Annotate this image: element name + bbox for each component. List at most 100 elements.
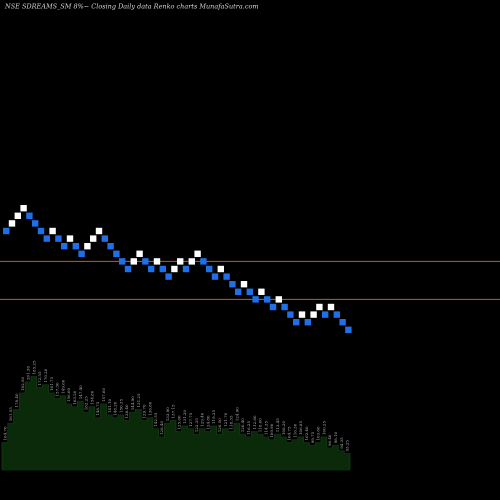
volume-label: 144.90 xyxy=(130,396,135,410)
volume-bar xyxy=(298,437,304,470)
volume-bar xyxy=(257,434,263,470)
volume-label: 100.25 xyxy=(321,421,326,435)
volume-label: 93.25 xyxy=(345,440,350,452)
volume-label: 96.40 xyxy=(327,434,332,446)
volume-label: 150.35 xyxy=(118,399,123,413)
renko-brick-down xyxy=(119,258,126,265)
volume-label: 142.55 xyxy=(153,412,158,426)
renko-brick-up xyxy=(258,288,265,295)
volume-bar xyxy=(83,412,89,470)
volume-bar xyxy=(164,423,170,470)
volume-bar xyxy=(344,453,350,470)
renko-brick-up xyxy=(130,258,137,265)
volume-bar xyxy=(228,431,234,470)
volume-label: 128.40 xyxy=(159,421,164,435)
volume-label: 118.60 xyxy=(258,418,263,432)
volume-bar xyxy=(263,437,269,470)
volume-label: 129.70 xyxy=(142,404,147,418)
renko-brick-down xyxy=(229,281,236,288)
renko-brick-down xyxy=(107,243,114,250)
renko-brick-down xyxy=(26,212,33,219)
renko-brick-down xyxy=(148,265,155,273)
renko-brick-up xyxy=(8,220,16,227)
renko-brick-down xyxy=(200,258,207,265)
renko-brick-down xyxy=(206,265,213,273)
volume-bar xyxy=(25,382,31,470)
volume-bar xyxy=(275,434,280,470)
renko-bricks xyxy=(3,205,352,333)
reference-lines xyxy=(0,260,500,300)
volume-bar xyxy=(222,428,228,470)
volume-bar xyxy=(217,434,222,470)
volume-label: 149.60 xyxy=(60,379,65,393)
renko-brick-down xyxy=(287,311,294,318)
volume-label: 98.10 xyxy=(333,431,338,443)
volume-bar xyxy=(37,387,43,470)
volume-label: 138.40 xyxy=(124,404,129,418)
renko-brick-up xyxy=(327,303,335,311)
volume-label: 161.55 xyxy=(8,407,13,421)
volume-bar xyxy=(8,423,14,470)
renko-brick-down xyxy=(142,258,149,265)
volume-label: 106.85 xyxy=(298,421,303,435)
volume-bar xyxy=(43,384,48,470)
renko-brick-down xyxy=(246,288,253,295)
renko-brick-down xyxy=(339,319,346,326)
renko-brick-up xyxy=(298,311,306,318)
volume-bar xyxy=(147,417,153,470)
volume-label: 116.25 xyxy=(246,421,251,435)
volume-bar xyxy=(321,437,327,470)
volume-bar xyxy=(182,426,188,470)
volume-bar xyxy=(286,442,292,470)
volume-label: 109.90 xyxy=(269,423,274,437)
volume-bar xyxy=(141,420,147,470)
renko-brick-up xyxy=(177,258,184,265)
volume-label: 94.35 xyxy=(339,437,344,449)
volume-label: 170.20 xyxy=(43,368,48,382)
renko-brick-down xyxy=(165,273,172,280)
renko-brick-down xyxy=(304,319,311,326)
volume-label: 126.50 xyxy=(217,418,222,432)
renko-brick-up xyxy=(217,265,224,273)
renko-brick-down xyxy=(211,273,219,280)
volume-bar xyxy=(101,404,106,470)
volume-bar xyxy=(14,409,19,470)
volume-bar xyxy=(246,437,251,470)
volume-label: 164.70 xyxy=(2,426,7,440)
renko-brick-down xyxy=(159,265,166,273)
volume-bar xyxy=(170,420,176,470)
volume-bar xyxy=(333,445,338,470)
renko-brick-down xyxy=(281,303,288,311)
volume-bar xyxy=(199,428,205,470)
volume-label: 125.60 xyxy=(176,415,181,429)
volume-label: 131.25 xyxy=(136,393,141,407)
volume-label: 133.90 xyxy=(165,407,170,421)
volume-bar xyxy=(234,423,240,470)
renko-brick-down xyxy=(61,243,68,250)
volume-bar xyxy=(315,442,321,470)
volume-bar xyxy=(269,439,275,470)
volume-label: 163.20 xyxy=(72,390,77,404)
volume-bar xyxy=(251,431,257,470)
renko-brick-down xyxy=(182,265,190,273)
volume-bar xyxy=(66,404,72,470)
renko-brick-down xyxy=(264,296,271,303)
renko-brick-up xyxy=(316,303,323,311)
volume-bar xyxy=(54,398,60,470)
volume-bar xyxy=(211,426,217,470)
volume-label: 124.90 xyxy=(234,407,239,421)
volume-bar xyxy=(309,445,315,470)
volume-label: 136.80 xyxy=(147,401,152,415)
renko-brick-down xyxy=(345,326,352,333)
renko-brick-up xyxy=(310,311,317,318)
volume-label: 178.40 xyxy=(14,393,19,407)
renko-brick-up xyxy=(188,258,195,265)
renko-brick-down xyxy=(124,265,132,273)
volume-label: 172.55 xyxy=(37,371,42,385)
volume-label: 127.75 xyxy=(188,412,193,426)
renko-brick-down xyxy=(269,303,277,311)
renko-brick-up xyxy=(20,205,27,212)
volume-label: 182.50 xyxy=(20,377,25,391)
